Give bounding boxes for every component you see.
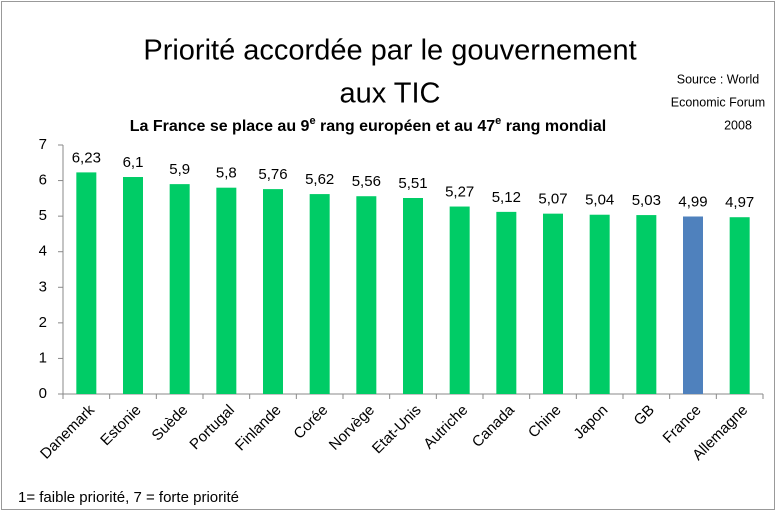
subtitle: La France se place au 9e rang européen e… <box>130 115 606 135</box>
y-tick-label: 2 <box>39 314 47 331</box>
subtitle-superscript: e <box>495 115 501 127</box>
data-label: 5,07 <box>538 191 567 208</box>
bar <box>589 214 610 394</box>
data-label: 5,62 <box>305 171 334 188</box>
data-label: 5,56 <box>352 173 381 190</box>
data-label: 6,1 <box>123 154 144 171</box>
subtitle-part: La France se place au 9 <box>130 118 310 135</box>
data-label: 5,51 <box>398 175 427 192</box>
data-label: 5,9 <box>169 161 190 178</box>
y-tick-label: 0 <box>39 385 47 402</box>
bar <box>169 184 190 394</box>
bar <box>123 177 143 394</box>
data-label: 5,27 <box>445 184 474 201</box>
source: 2008 <box>724 118 752 132</box>
bar <box>729 217 750 394</box>
chart-title: aux TIC <box>339 78 440 110</box>
data-label: 4,97 <box>725 194 754 211</box>
bar <box>683 216 703 394</box>
y-tick-label: 1 <box>39 349 47 366</box>
bar <box>543 213 563 394</box>
data-label: 4,99 <box>678 193 707 210</box>
source: Economic Forum <box>671 95 765 109</box>
chart-title: Priorité accordée par le gouvernement <box>143 35 636 67</box>
bar <box>216 187 237 394</box>
bar <box>263 189 283 394</box>
data-label: 5,03 <box>632 192 661 209</box>
y-tick-label: 6 <box>39 172 47 189</box>
subtitle-superscript: e <box>309 115 315 127</box>
bar <box>403 198 423 394</box>
note: 1= faible priorité, 7 = forte priorité <box>18 489 239 506</box>
y-tick-label: 7 <box>39 136 47 153</box>
subtitle-part: rang mondial <box>501 118 606 135</box>
bar <box>496 211 517 394</box>
bar <box>76 172 97 394</box>
bar <box>309 194 330 394</box>
data-label: 5,76 <box>258 166 287 183</box>
subtitle-part: rang européen et au 47 <box>316 118 496 135</box>
data-label: 6,23 <box>72 149 101 166</box>
data-label: 5,04 <box>585 192 614 209</box>
source: Source : World <box>677 72 759 86</box>
bar <box>356 196 377 394</box>
bar <box>636 215 657 394</box>
data-label: 5,12 <box>492 189 521 206</box>
data-label: 5,8 <box>216 165 237 182</box>
y-tick-label: 3 <box>39 278 47 295</box>
y-tick-label: 4 <box>39 243 47 260</box>
y-tick-label: 5 <box>39 207 47 224</box>
bar <box>449 206 470 394</box>
